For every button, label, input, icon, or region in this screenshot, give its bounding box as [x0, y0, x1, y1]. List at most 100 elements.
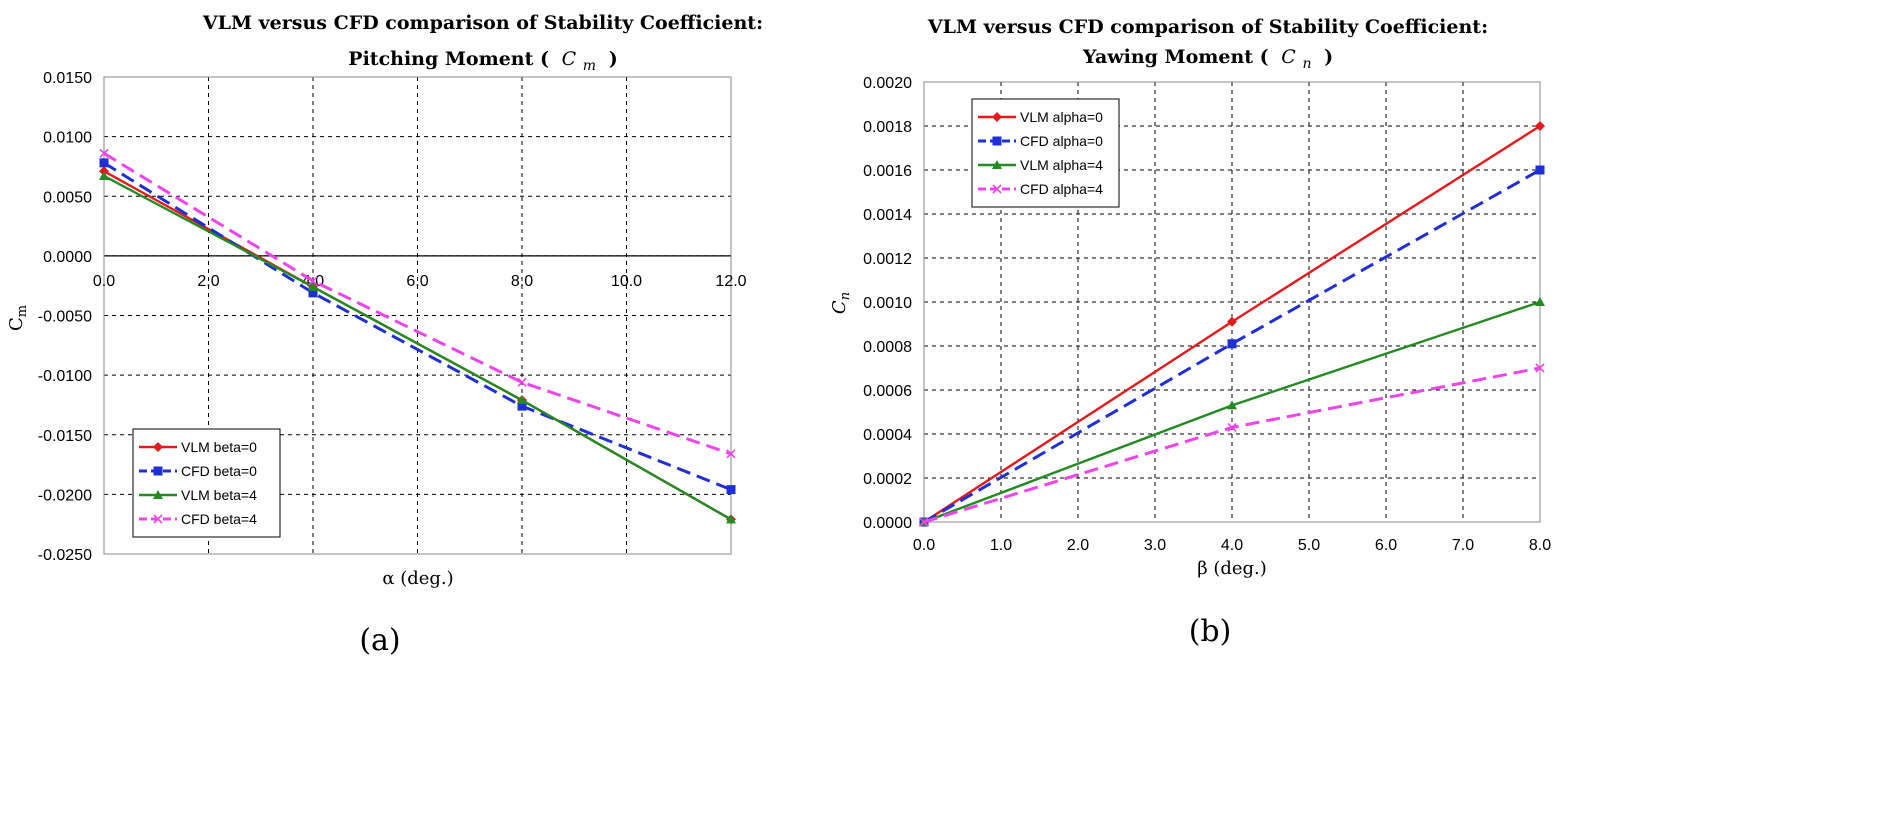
chart-a-legend: VLM beta=0 CFD beta=0 VLM beta=4 CFD beta=4 — [132, 428, 281, 538]
chart-b-x-ticks: 0.0 1.0 2.0 3.0 4.0 5.0 6.0 7.0 8.0 — [913, 537, 1551, 554]
chart-b-subtitle-text: Yawing Moment ( — [1082, 46, 1269, 68]
legend-marker — [992, 160, 1002, 169]
x-tick-label: 3.0 — [1144, 537, 1166, 554]
chart-b-subtitle-symbol-sub: n — [1302, 56, 1311, 72]
x-tick-label: 2.0 — [197, 273, 219, 290]
legend-label: CFD beta=0 — [181, 463, 257, 479]
series-line — [103, 174, 732, 521]
data-point-marker — [517, 401, 527, 411]
data-point-marker — [726, 485, 736, 495]
y-tick-label: -0.0100 — [38, 368, 92, 385]
data-point-marker — [99, 148, 109, 158]
chart-a-subtitle-close: ) — [609, 48, 618, 70]
legend-label: VLM alpha=4 — [1020, 157, 1103, 173]
chart-a-subtitle-symbol: C — [562, 48, 577, 70]
legend-label: VLM beta=4 — [181, 487, 257, 503]
y-tick-label: 0.0016 — [863, 163, 912, 180]
legend-marker — [992, 136, 1002, 146]
chart-b-gridlines — [924, 82, 1540, 522]
y-tick-label: -0.0200 — [38, 487, 92, 504]
x-tick-label: 2.0 — [1067, 537, 1089, 554]
data-point-marker — [517, 377, 527, 387]
data-point-marker — [1535, 297, 1545, 306]
y-tick-label: 0.0006 — [863, 383, 912, 400]
chart-b-subtitle-symbol: C — [1281, 46, 1296, 68]
chart-b-title: VLM versus CFD comparison of Stability C… — [927, 16, 1488, 38]
data-point-marker — [1227, 316, 1237, 327]
x-tick-label: 8.0 — [511, 273, 533, 290]
data-point-marker — [1227, 400, 1237, 410]
legend-label: CFD alpha=0 — [1020, 133, 1103, 149]
x-tick-label: 12.0 — [715, 273, 746, 290]
y-tick-label: 0.0100 — [43, 130, 92, 147]
chart-b-ylabel: Cn — [829, 292, 853, 314]
data-point-marker — [1227, 422, 1237, 432]
chart-a-y-ticks: 0.0150 0.0100 0.0050 0.0000 -0.0050 -0.0100 -0… — [38, 70, 92, 564]
chart-a-xlabel: α (deg.) — [382, 568, 453, 589]
x-tick-label: 6.0 — [1375, 537, 1397, 554]
chart-b-series — [919, 121, 1545, 527]
x-tick-label: 7.0 — [1452, 537, 1474, 554]
legend-marker — [992, 184, 1002, 194]
chart-b-ylabel-main: C — [829, 300, 850, 314]
y-tick-label: 0.0012 — [863, 251, 912, 268]
chart-b-y-ticks: 0.0020 0.0018 0.0016 0.0014 0.0012 0.0010 0.00… — [863, 75, 912, 532]
data-point-marker — [308, 281, 318, 291]
x-tick-label: 1.0 — [990, 537, 1012, 554]
x-tick-label: 8.0 — [1529, 537, 1551, 554]
data-point-marker — [99, 170, 109, 180]
y-tick-label: 0.0150 — [43, 70, 92, 87]
y-tick-label: 0.0002 — [863, 471, 912, 488]
y-tick-label: 0.0000 — [43, 249, 92, 266]
data-point-marker — [726, 449, 736, 459]
y-tick-label: 0.0010 — [863, 295, 912, 312]
chart-a-ylabel-main: C — [6, 317, 27, 331]
x-tick-label: 5.0 — [1298, 537, 1320, 554]
chart-b-caption: (b) — [1189, 614, 1232, 649]
y-tick-label: -0.0250 — [38, 547, 92, 564]
chart-b-yawing-moment: VLM versus CFD comparison of Stability C… — [829, 16, 1551, 649]
legend-label: CFD beta=4 — [181, 511, 257, 527]
legend-label: VLM beta=0 — [181, 439, 257, 455]
chart-a-caption: (a) — [359, 623, 400, 658]
x-tick-label: 10.0 — [611, 273, 642, 290]
chart-a-subtitle-text: Pitching Moment ( — [348, 48, 549, 70]
series-line — [923, 168, 1541, 524]
chart-b-subtitle-close: ) — [1324, 46, 1333, 68]
y-tick-label: 0.0008 — [863, 339, 912, 356]
chart-b-legend: VLM alpha=0 CFD alpha=0 VLM alpha=4 CFD alp… — [971, 98, 1120, 208]
data-point-marker — [1535, 121, 1545, 131]
chart-b-ylabel-sub: n — [838, 292, 853, 300]
chart-a-title: VLM versus CFD comparison of Stability C… — [202, 12, 763, 34]
y-tick-label: -0.0050 — [38, 309, 92, 326]
y-tick-label: -0.0150 — [38, 428, 92, 445]
y-tick-label: 0.0004 — [863, 427, 912, 444]
data-point-marker — [726, 514, 736, 524]
y-tick-label: 0.0020 — [863, 75, 912, 92]
legend-label: CFD alpha=4 — [1020, 181, 1103, 197]
legend-marker — [153, 466, 163, 476]
legend-label: VLM alpha=0 — [1020, 109, 1103, 125]
chart-a-x-ticks: 0.0 2.0 4.0 6.0 8.0 10.0 12.0 — [93, 273, 747, 290]
x-tick-label: 0.0 — [93, 273, 115, 290]
y-tick-label: 0.0014 — [863, 207, 912, 224]
data-point-marker — [1535, 363, 1545, 373]
data-point-marker — [1227, 339, 1237, 349]
series-line — [103, 152, 732, 456]
data-point-marker — [919, 517, 929, 527]
data-point-marker — [308, 276, 318, 286]
y-tick-label: 0.0050 — [43, 189, 92, 206]
chart-a-subtitle-symbol-sub: m — [583, 58, 596, 74]
series-line — [103, 161, 732, 491]
chart-a-ylabel: Cm — [6, 305, 30, 331]
chart-a-pitching-moment: VLM versus CFD comparison of Stability C… — [6, 12, 763, 658]
x-tick-label: 4.0 — [1221, 537, 1243, 554]
x-tick-label: 6.0 — [406, 273, 428, 290]
legend-marker — [992, 112, 1002, 122]
legend-marker — [153, 514, 163, 524]
data-point-marker — [517, 395, 527, 405]
chart-b-subtitle: Yawing Moment ( C n ) — [1082, 46, 1333, 73]
chart-a-plot-frame — [103, 76, 732, 555]
legend-marker — [153, 442, 163, 452]
